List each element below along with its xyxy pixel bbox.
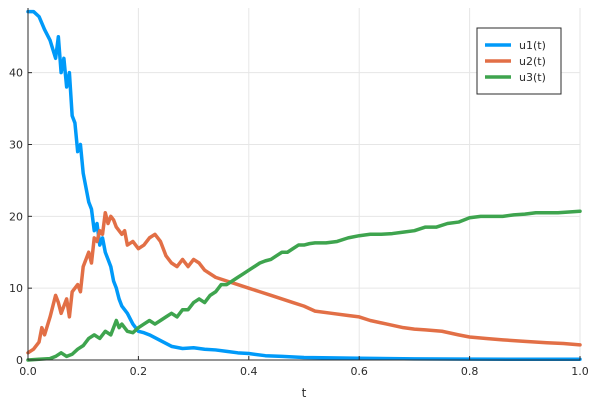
- x-tick-label-0: 0.0: [19, 365, 37, 378]
- x-tick-label-1: 0.2: [130, 365, 148, 378]
- y-tick-label-1: 10: [9, 282, 23, 295]
- legend-label-1: u2(t): [519, 55, 546, 68]
- x-tick-label-5: 1.0: [571, 365, 589, 378]
- series-line-u2t: [26, 210, 582, 355]
- x-axis-label: t: [302, 386, 307, 400]
- legend-label-0: u1(t): [519, 39, 546, 52]
- legend-label-2: u3(t): [519, 71, 546, 84]
- y-tick-label-2: 20: [9, 210, 23, 223]
- tick-labels: 0.0 0.2 0.4 0.6 0.8 1.0 0 10 20 30 40: [9, 67, 589, 378]
- x-tick-label-2: 0.4: [240, 365, 258, 378]
- axes: [27, 8, 581, 361]
- y-tick-label-0: 0: [16, 354, 23, 367]
- x-tick-label-3: 0.6: [350, 365, 368, 378]
- legend: u1(t) u2(t) u3(t): [476, 27, 562, 95]
- y-tick-label-4: 40: [9, 67, 23, 80]
- series-line-u1t: [26, 9, 582, 362]
- y-tick-label-3: 30: [9, 138, 23, 151]
- series-line-u3t: [26, 209, 582, 362]
- x-tick-label-4: 0.8: [461, 365, 479, 378]
- series-layer: [26, 9, 582, 362]
